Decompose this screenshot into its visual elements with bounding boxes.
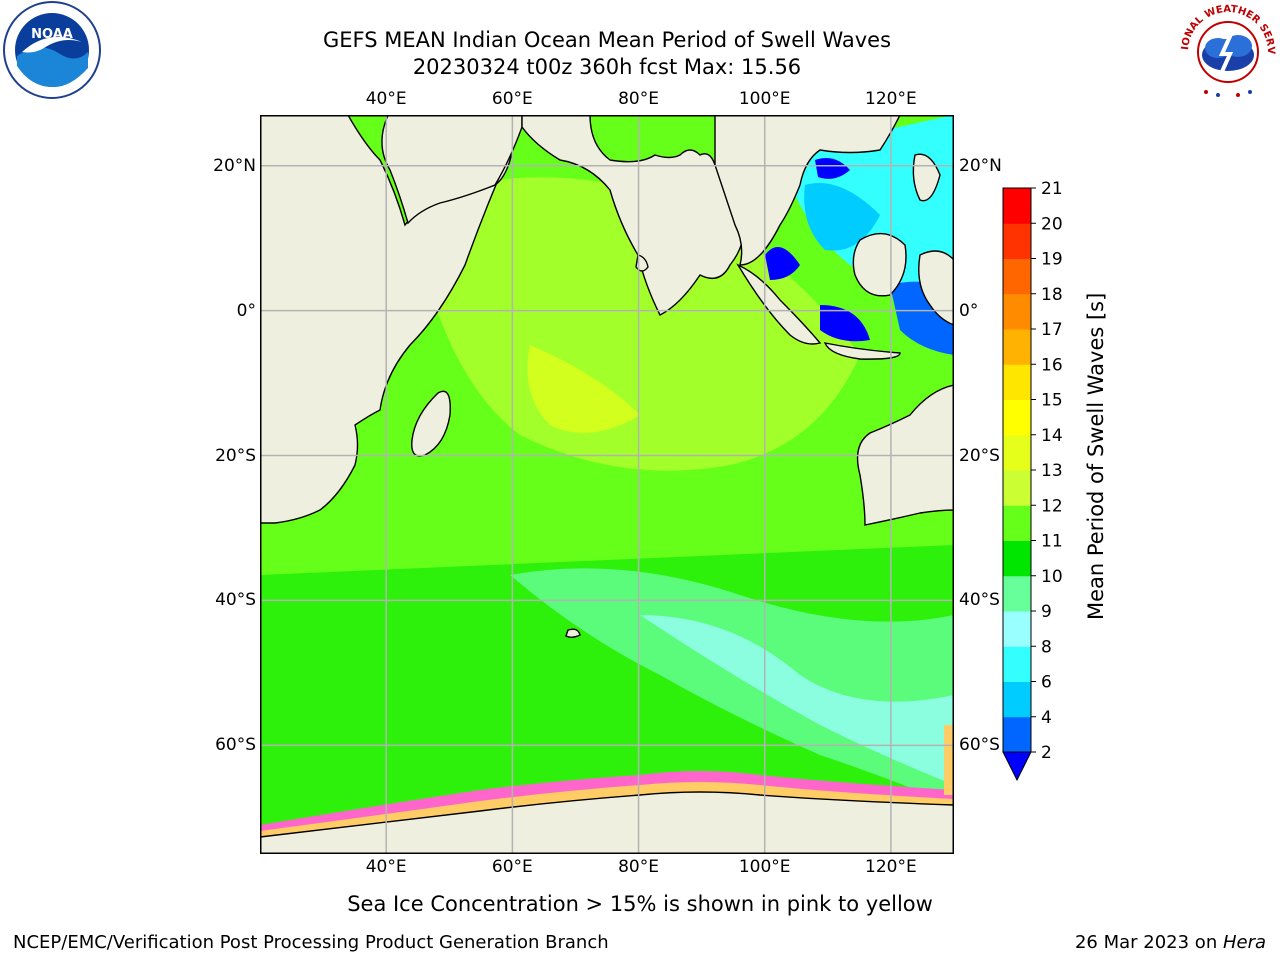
colorbar-swatch [1003, 223, 1031, 259]
field-gulf-of-tonkin [815, 157, 850, 179]
sumatra [736, 263, 822, 345]
map-panel [260, 115, 954, 858]
colorbar-swatch [1003, 188, 1031, 224]
lon-tick-label: 100°E [738, 89, 791, 109]
colorbar-swatch [1003, 681, 1031, 718]
lat-tick-label: 60°S [215, 735, 256, 756]
lat-tick-label: 20°S [959, 445, 1000, 466]
antarctica [260, 791, 954, 854]
colorbar-tick-label: 12 [1041, 496, 1063, 516]
lat-tick-label: 20°N [213, 155, 256, 176]
field-lowest-period-south [640, 615, 954, 785]
colorbar-tick-label: 15 [1041, 391, 1063, 411]
footer-date-text: 26 Mar 2023 on [1074, 932, 1223, 953]
field-south-china-sea [804, 183, 880, 251]
colorbar-tick-label: 9 [1041, 602, 1052, 622]
southeast-asia [714, 115, 901, 266]
colorbar-tick-label: 8 [1041, 637, 1052, 657]
sea-ice-edge [260, 771, 954, 833]
map-frame [260, 115, 954, 854]
colorbar-swatch [1003, 575, 1031, 612]
chart-title: GEFS MEAN Indian Ocean Mean Period of Sw… [322, 28, 892, 52]
colorbar-tick-label: 10 [1041, 567, 1063, 587]
lon-tick-label: 80°E [618, 857, 659, 877]
colorbar-tick-label: 2 [1041, 743, 1052, 763]
kerguelen-island [565, 628, 581, 638]
colorbar-swatch [1003, 540, 1031, 577]
colorbar-swatch [1003, 399, 1031, 436]
colorbar-tick-label: 14 [1041, 426, 1063, 446]
graticule [260, 115, 954, 854]
colorbar-swatch [1003, 364, 1031, 400]
lat-tick-label: 0° [959, 300, 979, 321]
lon-tick-label: 120°E [865, 857, 917, 877]
field-java-sea [820, 305, 870, 342]
colorbar-tick-label: 13 [1041, 461, 1063, 481]
colorbar-swatch [1003, 716, 1031, 753]
footer-host: Hera [1222, 932, 1266, 953]
field-peak-period [527, 345, 640, 433]
field-gulf-of-thailand [765, 247, 800, 280]
colorbar-tick-label: 11 [1041, 532, 1063, 552]
lat-tick-label: 20°S [215, 445, 256, 466]
lat-tick-label: 20°N [959, 155, 1002, 176]
lon-tick-label: 40°E [365, 89, 407, 109]
footer-date: 26 Mar 2023 on Hera [1075, 932, 1266, 954]
java [823, 342, 901, 360]
lon-tick-label: 80°E [618, 89, 659, 109]
colorbar-swatch [1003, 470, 1031, 506]
sea-ice-east [944, 725, 954, 795]
africa-arabia [260, 115, 523, 524]
eastern-indonesia [918, 250, 954, 326]
colorbar-swatch [1003, 329, 1031, 365]
colorbar-swatch [1003, 505, 1031, 541]
footer-credit: NCEP/EMC/Verification Post Processing Pr… [13, 932, 609, 953]
colorbar-tick-label: 6 [1041, 673, 1052, 693]
colorbar-title: Mean Period of Swell Waves [s] [1084, 292, 1108, 620]
lon-tick-label: 60°E [491, 89, 533, 109]
colorbar-tick-label: 20 [1041, 214, 1063, 234]
map-canvas [260, 115, 954, 854]
colorbar-tick-label: 16 [1041, 355, 1063, 375]
lon-tick-label: 120°E [865, 89, 917, 109]
colorbar-tick-label: 19 [1041, 250, 1063, 270]
colorbar-swatch [1003, 646, 1031, 682]
colorbar-tick-label: 17 [1041, 320, 1063, 340]
land-masses [260, 115, 954, 854]
colorbar-swatch [1003, 293, 1031, 330]
lat-tick-label: 40°S [215, 590, 256, 611]
colorbar-extend-arrow [1002, 751, 1032, 782]
lat-tick-label: 60°S [959, 735, 1000, 756]
lat-tick-label: 40°S [959, 590, 1000, 611]
chart-subtitle: 20230324 t00z 360h fcst Max: 15.56 [412, 55, 802, 79]
colorbar-swatch [1003, 611, 1031, 647]
colorbar-tick-label: 18 [1041, 285, 1063, 305]
colorbar-swatch [1003, 258, 1031, 295]
sea-ice-interior [260, 782, 954, 837]
lat-tick-label: 0° [236, 300, 256, 321]
lon-tick-label: 100°E [738, 857, 791, 877]
noaa-logo: NOAA [0, 0, 104, 108]
colorbar-tick-label: 4 [1041, 708, 1052, 728]
svg-text:NOAA: NOAA [31, 27, 73, 42]
borneo [852, 232, 907, 297]
colorbar-canvas: 2 4 6 8 9 10 11 12 13 14 15 16 17 18 19 20 21 [1002, 179, 1063, 782]
sea-ice-note: Sea Ice Concentration > 15% is shown in … [347, 892, 933, 916]
colorbar-swatch [1003, 434, 1031, 471]
lon-tick-label: 60°E [491, 857, 533, 877]
colorbar: 2 4 6 8 9 10 11 12 13 14 15 16 17 18 19 20 21 [995, 179, 1075, 794]
colorbar-tick-label: 21 [1041, 180, 1063, 199]
lon-tick-label: 40°E [365, 857, 407, 877]
nws-logo: NATIONAL WEATHER SERVICE [1172, 0, 1280, 104]
